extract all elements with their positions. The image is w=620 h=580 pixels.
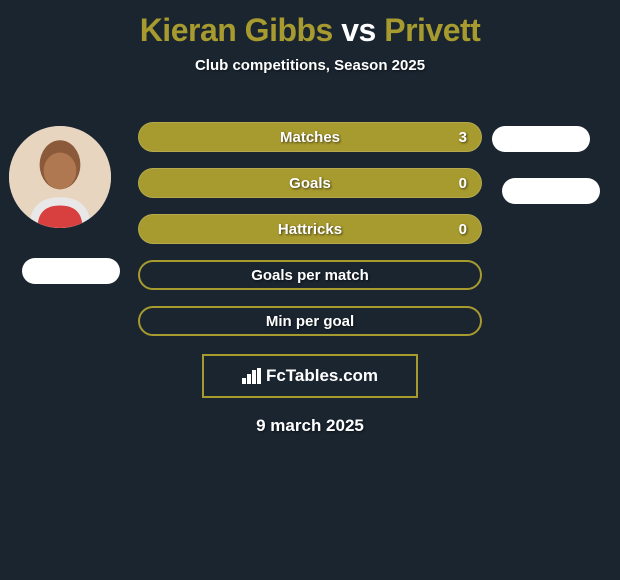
stat-right-value: 3 xyxy=(459,129,467,146)
player1-avatar xyxy=(9,126,111,228)
stat-right-value: 0 xyxy=(459,221,467,238)
date: 9 march 2025 xyxy=(0,416,620,436)
logo-main: Tables xyxy=(286,366,339,385)
stat-label: Matches xyxy=(280,129,340,146)
source-logo-box: FcTables.com xyxy=(202,354,418,398)
avatar-placeholder-icon xyxy=(9,126,111,228)
player2-team-pill-1 xyxy=(492,126,590,152)
stat-row-min-per-goal: Min per goal xyxy=(138,306,482,336)
stat-label: Min per goal xyxy=(266,313,354,330)
logo-suffix: .com xyxy=(338,366,378,385)
stats-container: Matches 3 Goals 0 Hattricks 0 Goals per … xyxy=(138,122,482,352)
stat-row-matches: Matches 3 xyxy=(138,122,482,152)
bars-icon xyxy=(242,368,262,384)
stat-right-value: 0 xyxy=(459,175,467,192)
stat-row-goals: Goals 0 xyxy=(138,168,482,198)
stat-label: Goals per match xyxy=(251,267,369,284)
subtitle: Club competitions, Season 2025 xyxy=(0,57,620,74)
stat-row-hattricks: Hattricks 0 xyxy=(138,214,482,244)
stat-label: Goals xyxy=(289,175,331,192)
stat-label: Hattricks xyxy=(278,221,342,238)
source-logo: FcTables.com xyxy=(242,366,378,386)
player1-name: Kieran Gibbs xyxy=(140,12,333,48)
player2-name: Privett xyxy=(384,12,480,48)
player2-team-pill-2 xyxy=(502,178,600,204)
stat-row-goals-per-match: Goals per match xyxy=(138,260,482,290)
logo-pre: Fc xyxy=(266,366,286,385)
comparison-title: Kieran Gibbs vs Privett xyxy=(0,0,620,49)
player1-team-pill xyxy=(22,258,120,284)
vs-text: vs xyxy=(341,12,376,48)
